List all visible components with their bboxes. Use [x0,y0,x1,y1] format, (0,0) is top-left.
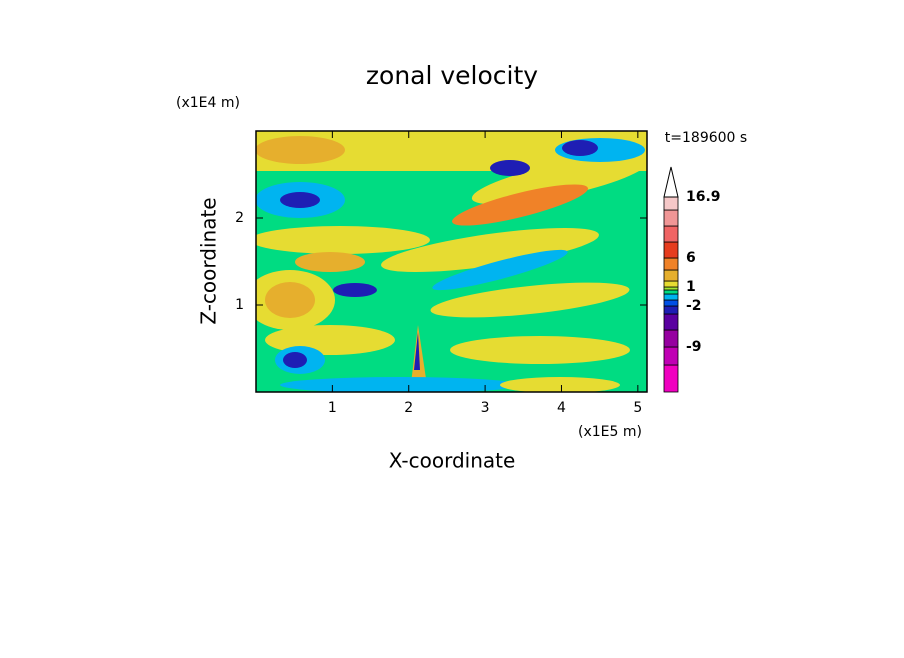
x-tick-label: 4 [557,400,566,416]
colorbar-segment [663,299,679,307]
colorbar-segment [663,286,679,291]
plot-frame [255,130,648,393]
colorbar-segment [663,293,679,301]
colorbar-segment [663,241,679,259]
y-tick-label: 2 [235,210,244,226]
colorbar-label: 16.9 [686,189,721,205]
x-tick-label: 2 [404,400,413,416]
colorbar-label: 1 [686,279,696,295]
x-tick-label: 1 [328,400,337,416]
y-unit: (x1E4 m) [176,95,240,111]
colorbar-label: -9 [686,339,702,355]
colorbar-segment [663,329,679,348]
x-tick-label: 3 [481,400,490,416]
colorbar-segment [663,280,679,288]
chart-title: zonal velocity [366,61,538,90]
colorbar-segment [663,364,679,393]
time-label: t=189600 s [665,130,747,146]
colorbar-segment [663,225,679,243]
colorbar-segment [663,313,679,331]
x-unit: (x1E5 m) [578,424,642,440]
y-tick-label: 1 [235,297,244,313]
colorbar-arrow [663,166,679,198]
colorbar-segment [663,305,679,315]
colorbar-segment [663,346,679,366]
colorbar-segment [663,196,679,211]
y-axis-label: Z-coordinate [197,197,221,324]
colorbar-segment [663,209,679,227]
colorbar-label: -2 [686,298,702,314]
x-axis-label: X-coordinate [389,449,516,473]
colorbar-label: 6 [686,250,696,266]
x-tick-label: 5 [633,400,642,416]
colorbar-segment [663,269,679,282]
colorbar-segment [663,257,679,271]
contour-field [256,131,647,392]
colorbar-segment [663,289,679,295]
